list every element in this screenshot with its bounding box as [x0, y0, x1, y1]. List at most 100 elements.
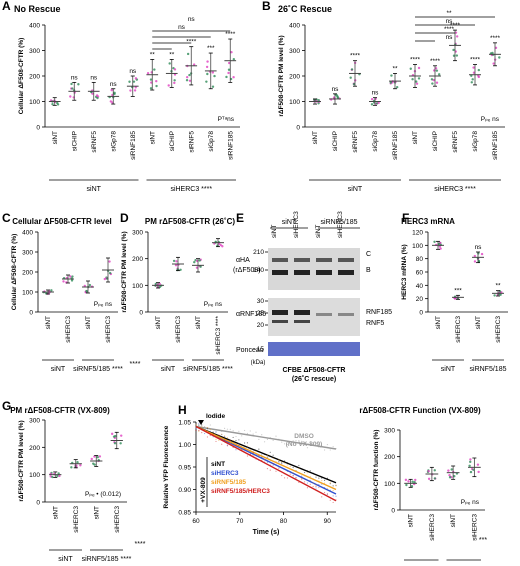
- significance-label: ***: [207, 45, 215, 52]
- data-point: [173, 81, 176, 85]
- group-label: siHERC3 ****: [170, 186, 212, 193]
- data-point: [206, 436, 209, 438]
- data-point: [226, 428, 229, 430]
- data-point: [69, 275, 72, 278]
- data-point: [218, 439, 220, 441]
- data-point: [332, 446, 334, 448]
- data-point: [295, 477, 297, 479]
- data-point: [215, 440, 217, 443]
- data-point: [119, 442, 122, 445]
- row-label: αRNF185: [236, 311, 266, 318]
- series-line: [195, 425, 337, 484]
- data-point: [472, 66, 475, 69]
- y-tick-label: 0: [139, 310, 143, 317]
- data-point: [323, 482, 326, 484]
- significance-label: ****: [186, 39, 197, 46]
- data-point: [437, 73, 441, 76]
- data-point: [309, 441, 311, 443]
- data-point: [133, 89, 137, 92]
- y-tick-label: 60: [416, 270, 424, 277]
- data-point: [309, 479, 311, 481]
- data-point: [269, 451, 271, 453]
- p-value-label: Pₚₑ ns: [94, 301, 113, 308]
- data-point: [221, 443, 223, 445]
- y-axis-label: Relative YFP Fluorescence: [163, 425, 170, 508]
- x-tick-label: siHERC3: [429, 514, 436, 541]
- significance-label: **: [392, 65, 398, 72]
- group-label: siNT: [51, 366, 66, 373]
- data-point: [174, 264, 178, 267]
- bracket-label: ns: [188, 16, 196, 23]
- data-point: [95, 94, 99, 97]
- data-point: [201, 424, 203, 426]
- x-tick-label: siHERC3 ****: [215, 316, 222, 355]
- band-rnf5: [272, 320, 288, 323]
- data-point: [246, 432, 249, 435]
- data-point: [455, 35, 459, 38]
- data-point: [469, 470, 473, 474]
- row-label: Ponceau: [236, 347, 264, 354]
- data-point: [435, 81, 439, 84]
- data-point: [198, 429, 200, 432]
- x-tick-label: siNT: [408, 514, 415, 527]
- data-point: [427, 470, 430, 473]
- x-tick-label: siNT: [45, 316, 52, 329]
- panel-letter: G: [2, 399, 11, 413]
- y-tick-label: 0.85: [178, 510, 191, 517]
- group-label: siNT: [441, 366, 456, 373]
- data-point: [201, 426, 203, 428]
- vx-label: +VX-809: [200, 477, 207, 503]
- data-point: [269, 469, 271, 471]
- data-point: [389, 81, 392, 84]
- data-point: [56, 474, 59, 478]
- data-point: [263, 459, 266, 461]
- data-point: [275, 435, 277, 437]
- data-point: [306, 487, 309, 489]
- data-point: [281, 441, 283, 443]
- data-point: [85, 290, 88, 293]
- data-point: [430, 78, 434, 81]
- data-point: [186, 52, 190, 56]
- data-point: [56, 101, 59, 105]
- data-point: [209, 424, 211, 426]
- data-point: [433, 240, 436, 243]
- data-point: [209, 430, 211, 432]
- data-point: [205, 80, 208, 83]
- data-point: [167, 84, 170, 87]
- data-point: [281, 461, 283, 463]
- data-point: [469, 460, 472, 464]
- column-header: siNT: [282, 219, 297, 226]
- data-point: [452, 48, 455, 52]
- data-point: [301, 475, 303, 477]
- data-point: [246, 455, 249, 457]
- iodide-label: Iodide: [206, 413, 226, 420]
- data-point: [332, 501, 334, 504]
- y-tick-label: 20: [416, 296, 424, 303]
- data-point: [286, 477, 289, 479]
- panel-title: HERC3 mRNA: [401, 217, 455, 226]
- y-tick-label: 0: [29, 310, 33, 317]
- bracket-label: ns: [446, 18, 454, 25]
- data-point: [258, 455, 260, 457]
- x-tick-label: siNT: [149, 131, 156, 144]
- data-point: [404, 478, 408, 482]
- y-tick-label: 300: [29, 48, 40, 55]
- y-tick-label: 0: [391, 508, 395, 515]
- data-point: [243, 448, 246, 450]
- data-point: [292, 440, 294, 442]
- data-point: [473, 254, 477, 258]
- data-point: [309, 483, 311, 485]
- y-axis-label: HERC3 mRNA (%): [401, 244, 408, 299]
- data-point: [71, 87, 74, 90]
- mw-label: 20: [257, 322, 265, 329]
- data-point: [218, 434, 220, 436]
- data-point: [472, 71, 476, 74]
- significance-label: ns: [90, 74, 98, 81]
- data-point: [113, 442, 117, 445]
- data-point: [321, 496, 323, 498]
- data-point: [329, 482, 331, 484]
- data-point: [243, 429, 246, 432]
- data-point: [417, 77, 421, 80]
- data-point: [431, 82, 434, 85]
- data-point: [229, 428, 231, 430]
